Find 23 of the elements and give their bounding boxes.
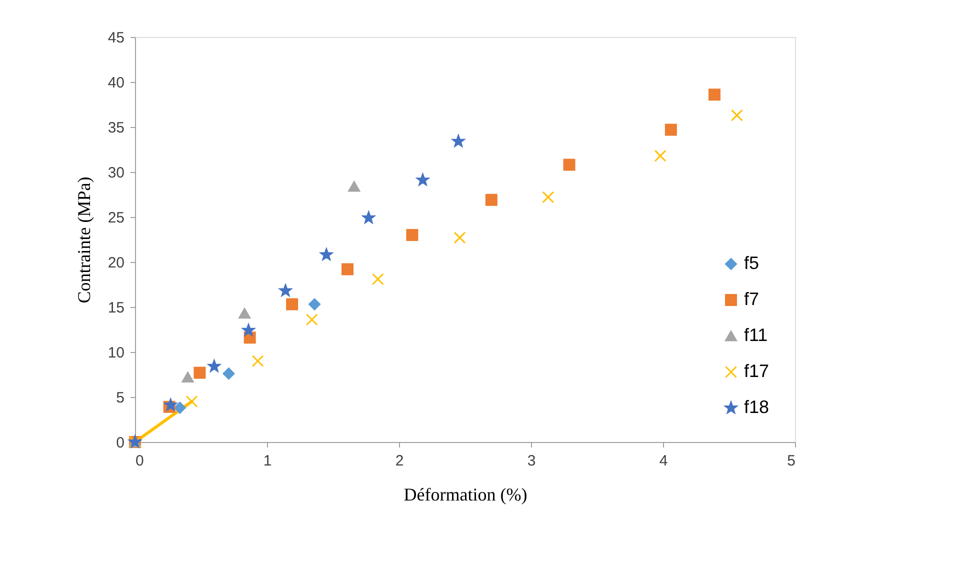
- y-tick-label: 10: [108, 344, 124, 362]
- y-axis-title: Contrainte (MPa): [74, 176, 94, 304]
- x-axis-title: Déformation (%): [404, 484, 528, 504]
- legend-label: f5: [744, 253, 760, 273]
- x-tick-label: 1: [263, 452, 272, 470]
- y-tick-label: 45: [108, 30, 124, 46]
- y-tick-label: 0: [116, 434, 124, 452]
- x-tick-label: 2: [395, 452, 404, 470]
- y-tick-label: 20: [108, 254, 124, 272]
- x-tick-label: 0: [136, 452, 144, 470]
- y-tick-label: 25: [108, 210, 124, 226]
- y-tick-label: 5: [116, 390, 124, 406]
- x-tick-label: 3: [527, 452, 536, 470]
- legend-label: f11: [744, 325, 768, 345]
- y-tick-label: 40: [108, 74, 124, 92]
- y-tick-label: 30: [108, 164, 124, 182]
- legend-label: f7: [744, 289, 760, 309]
- x-tick-label: 5: [787, 452, 796, 470]
- legend-label: f18: [744, 397, 770, 417]
- y-tick-label: 15: [108, 300, 124, 316]
- y-tick-label: 35: [108, 120, 124, 136]
- legend-label: f17: [744, 361, 770, 381]
- x-tick-label: 4: [659, 452, 668, 470]
